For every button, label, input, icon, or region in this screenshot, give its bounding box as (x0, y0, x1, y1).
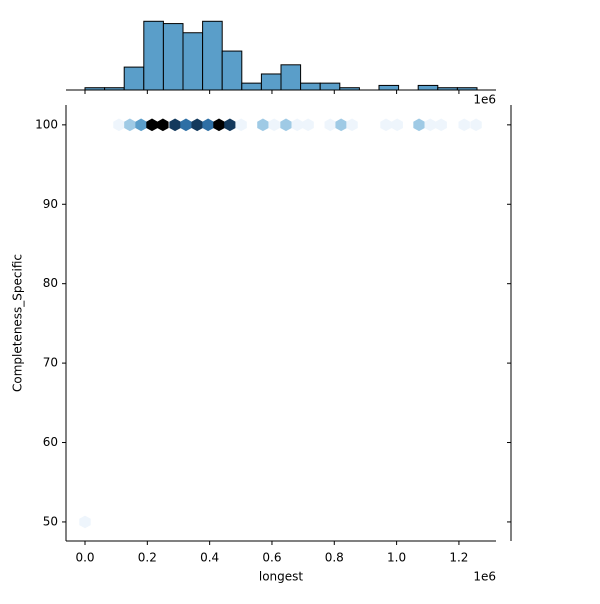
hexbin (157, 118, 169, 132)
hist-bar (123, 66, 145, 91)
hexbin (235, 118, 247, 132)
hexbin (79, 515, 91, 529)
hist-bar (202, 20, 223, 91)
hist-bar (456, 87, 478, 91)
x-tick-label: 0.0 (75, 551, 94, 565)
hexbin (124, 118, 136, 132)
hexbin (458, 118, 470, 132)
hist-bar (241, 82, 262, 91)
hist-bar (339, 87, 360, 91)
hexbin (268, 118, 280, 132)
hexbin (146, 118, 158, 132)
x-tick-label: 1.2 (449, 551, 468, 565)
hexbin (380, 118, 392, 132)
x-tick-label: 1.0 (387, 551, 406, 565)
hexbin (113, 118, 125, 132)
hist-bar (437, 87, 458, 91)
y-label: Completeness_Specific (11, 254, 25, 392)
hist-bar (280, 64, 302, 91)
hexbin (413, 118, 425, 132)
hexbin (424, 118, 436, 132)
x-tick-label: 0.8 (325, 551, 344, 565)
hexbin (470, 118, 482, 132)
hexbin (191, 118, 203, 132)
hexbin (435, 118, 447, 132)
offset-label: 1e6 (473, 570, 496, 584)
hexbin (335, 118, 347, 132)
x-tick-label: 0.2 (138, 551, 157, 565)
hexbin (169, 118, 181, 132)
hexbin (135, 118, 147, 132)
hexbin (224, 118, 236, 132)
hexbin (346, 118, 358, 132)
x-tick-label: 0.4 (200, 551, 219, 565)
hist-bar (378, 84, 400, 91)
hist-bar (260, 73, 282, 91)
hist-bar (221, 50, 243, 91)
hexbin (391, 118, 403, 132)
hexbin (302, 118, 314, 132)
y-tick-label: 100 (35, 117, 58, 131)
x-tick-label: 0.6 (262, 551, 281, 565)
hexbin (257, 118, 269, 132)
y-tick-label: 60 (43, 435, 58, 449)
hist-bar (319, 82, 341, 91)
hist-bar (417, 84, 439, 91)
hist-bar (104, 87, 125, 91)
hist-bar (84, 87, 106, 91)
y-tick-label: 90 (43, 197, 58, 211)
y-tick-label: 70 (43, 356, 58, 370)
hexbin (180, 118, 192, 132)
hexbin (280, 118, 292, 132)
hist-bar (162, 23, 184, 91)
hist-bar (182, 32, 204, 91)
offset-label: 1e6 (473, 93, 496, 107)
hexbin (213, 118, 225, 132)
hist-bar (300, 82, 321, 91)
hist-bar (143, 20, 164, 91)
y-tick-label: 50 (43, 514, 58, 528)
hexbin (291, 118, 303, 132)
x-label: longest (259, 570, 304, 584)
hexbin (202, 118, 214, 132)
y-tick-label: 80 (43, 276, 58, 290)
hexbin (324, 118, 336, 132)
